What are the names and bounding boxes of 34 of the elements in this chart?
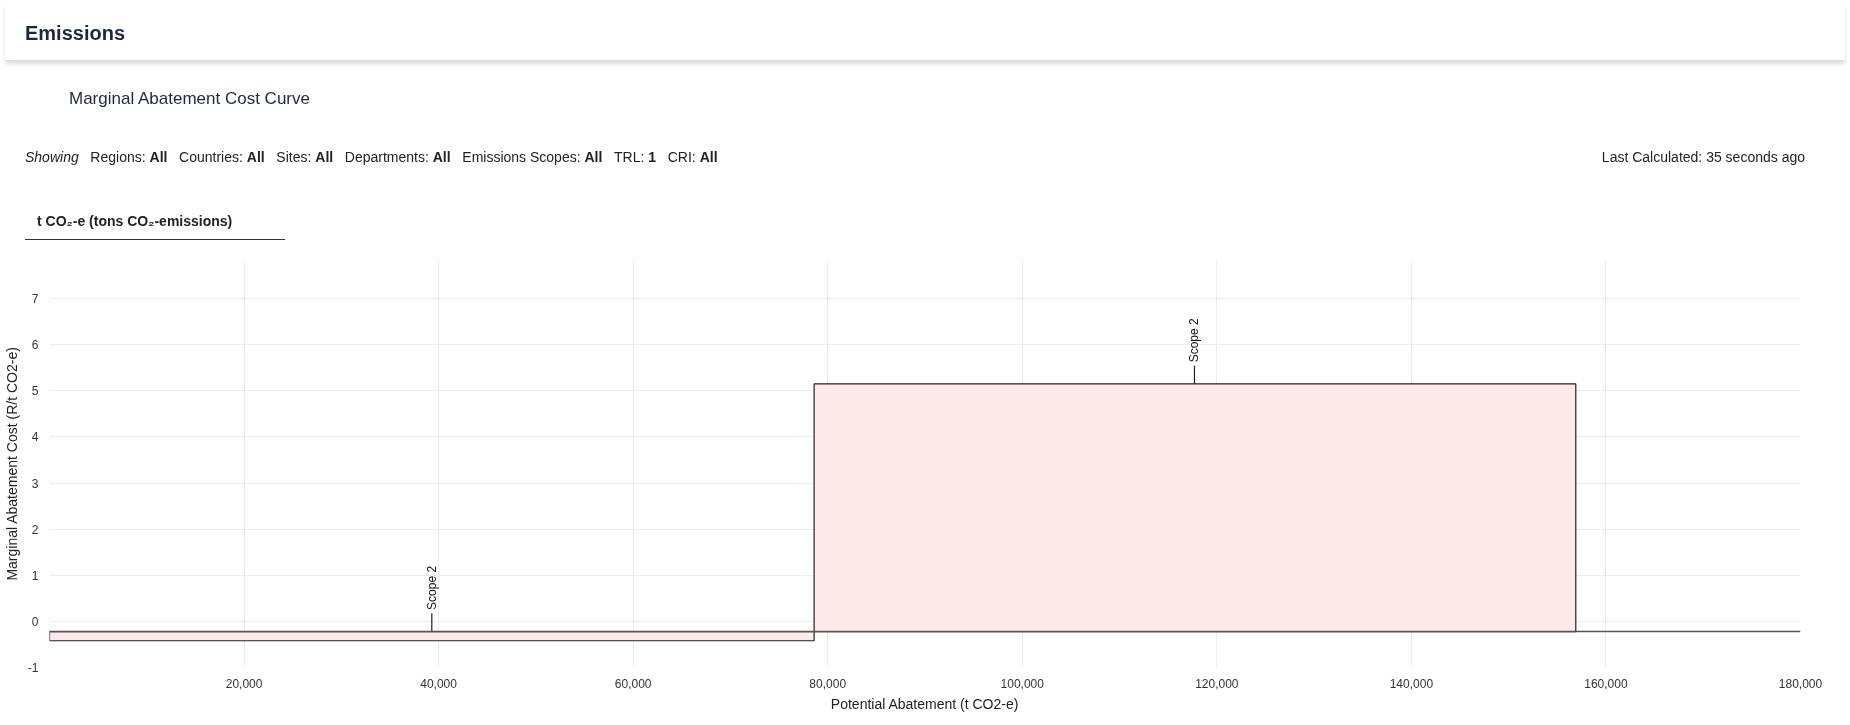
x-tick-label: 180,000 (1778, 676, 1823, 691)
y-tick-label: 0 (31, 614, 39, 629)
text: t CO₂-e (tons CO₂-emissions) (25, 203, 285, 240)
y-tick-label: 4 (31, 430, 39, 445)
y-tick-label: 6 (31, 338, 39, 353)
text: CRI: All (667, 149, 718, 165)
y-tick-label: 3 (31, 476, 39, 491)
text: Emissions Scopes: All (462, 149, 603, 165)
x-tick-label: 20,000 (225, 676, 263, 691)
text: Last Calculated: 35 seconds ago (1601, 148, 1805, 167)
text: Countries: All (179, 149, 265, 165)
text: TRL: 1 (614, 149, 657, 165)
x-axis-title: Potential Abatement (t CO2-e) (830, 695, 1019, 712)
y-tick-label: -1 (27, 661, 39, 675)
x-tick-label: 120,000 (1195, 676, 1239, 691)
text: Regions: All (90, 149, 168, 165)
x-tick-label: 160,000 (1584, 676, 1628, 691)
x-tick-label: 80,000 (809, 676, 847, 691)
chart-subtitle: Marginal Abatement Cost Curve (69, 89, 310, 108)
y-tick-label: 5 (31, 384, 39, 399)
y-tick-label: 7 (31, 292, 39, 307)
annotation: Scope 2 (424, 565, 439, 610)
y-tick-label: 2 (31, 522, 39, 537)
y-tick-label: 1 (31, 568, 39, 583)
annotation: Scope 2 (1187, 317, 1202, 363)
chart-title: Emissions (24, 21, 126, 46)
x-tick-label: 140,000 (1389, 676, 1434, 691)
text: Sites: All (276, 149, 334, 165)
text: Departments: All (344, 149, 451, 165)
x-tick-label: 40,000 (420, 676, 458, 691)
x-tick-label: 100,000 (1000, 676, 1045, 691)
y-axis-title: Marginal Abatement Cost (R/t CO2-e) (3, 347, 20, 581)
text: Showing (25, 149, 79, 165)
x-tick-label: 60,000 (614, 676, 652, 691)
